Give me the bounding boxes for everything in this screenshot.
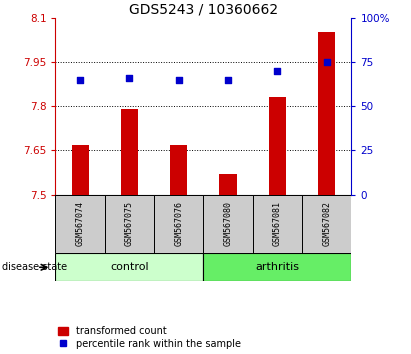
Legend: transformed count, percentile rank within the sample: transformed count, percentile rank withi… — [58, 326, 241, 349]
Bar — [269, 97, 286, 195]
Bar — [253, 195, 302, 253]
Text: GSM567076: GSM567076 — [174, 201, 183, 246]
Bar — [170, 144, 187, 195]
Point — [77, 77, 83, 82]
Bar — [302, 195, 351, 253]
Bar — [203, 253, 351, 281]
Text: GSM567074: GSM567074 — [76, 201, 85, 246]
Bar — [55, 253, 203, 281]
Text: GSM567080: GSM567080 — [224, 201, 233, 246]
Point — [225, 77, 231, 82]
Text: GSM567075: GSM567075 — [125, 201, 134, 246]
Bar — [72, 144, 89, 195]
Text: disease state: disease state — [2, 262, 67, 272]
Bar — [55, 195, 105, 253]
Bar — [121, 109, 138, 195]
Text: control: control — [110, 262, 149, 272]
Title: GDS5243 / 10360662: GDS5243 / 10360662 — [129, 2, 278, 17]
Text: arthritis: arthritis — [255, 262, 300, 272]
Text: GSM567081: GSM567081 — [273, 201, 282, 246]
Bar — [219, 174, 237, 195]
Bar — [318, 33, 335, 195]
Point — [126, 75, 133, 81]
Point — [274, 68, 281, 74]
Bar — [105, 195, 154, 253]
Bar — [203, 195, 253, 253]
Bar — [154, 195, 203, 253]
Point — [175, 77, 182, 82]
Text: GSM567082: GSM567082 — [322, 201, 331, 246]
Point — [323, 59, 330, 65]
